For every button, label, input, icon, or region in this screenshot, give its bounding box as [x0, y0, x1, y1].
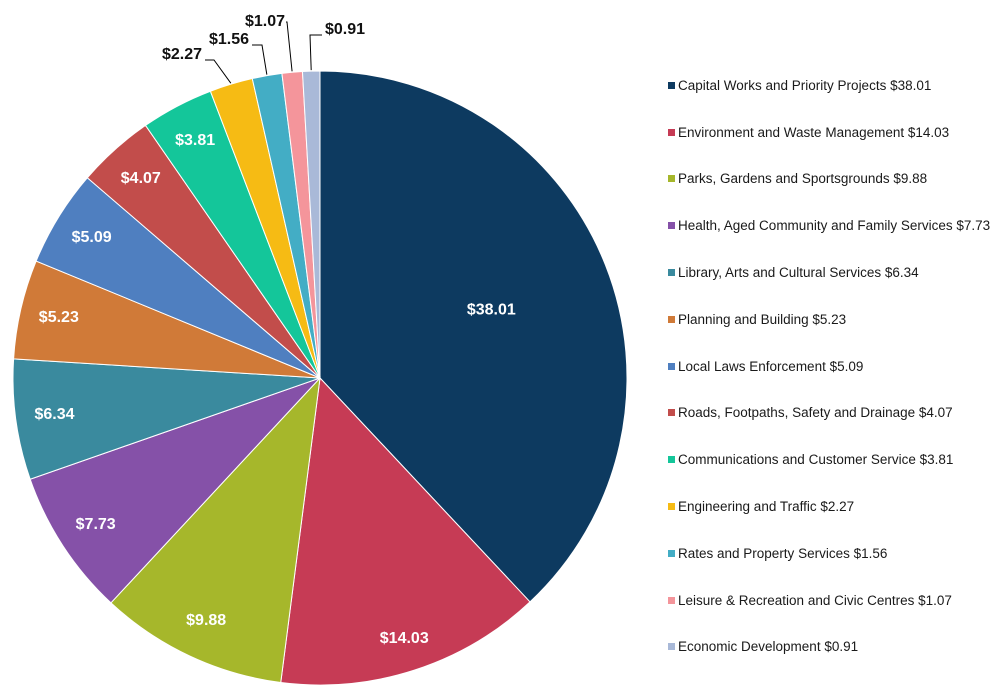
data-label: $0.91 [325, 21, 365, 38]
legend-label: Planning and Building $5.23 [678, 311, 847, 327]
data-label: $5.23 [39, 309, 79, 326]
leader-line [252, 44, 268, 75]
data-label: $7.73 [76, 516, 116, 533]
legend-swatch [668, 175, 675, 183]
data-label: $1.07 [245, 13, 285, 30]
legend-swatch [668, 81, 675, 89]
legend-label: Leisure & Recreation and Civic Centres $… [678, 592, 952, 608]
legend-label: Capital Works and Priority Projects $38.… [678, 77, 932, 93]
data-label: $3.81 [175, 132, 215, 149]
legend-swatch [668, 269, 675, 277]
legend-item: Environment and Waste Management $14.03 [668, 109, 1004, 156]
pie-chart: $38.01 $14.03 $9.88 $7.73 $6.34 $5.23 $5.09 $4.… [12, 13, 628, 686]
legend-label: Parks, Gardens and Sportsgrounds $9.88 [678, 171, 928, 187]
pie-slice-environment-and-waste-management [280, 376, 531, 686]
legend-item: Roads, Footpaths, Safety and Drainage $4… [668, 390, 1004, 437]
legend-swatch [668, 643, 675, 651]
legend-swatch [668, 503, 675, 511]
legend-label: Health, Aged Community and Family Servic… [678, 218, 991, 234]
leader-line [205, 59, 232, 84]
data-label: $6.34 [34, 406, 74, 423]
chart-legend: Capital Works and Priority Projects $38.… [668, 62, 1004, 670]
leader-line [286, 21, 293, 72]
pie-slice-capital-works-and-priority-projects [319, 70, 628, 603]
legend-item: Planning and Building $5.23 [668, 296, 1004, 343]
legend-swatch [668, 315, 675, 323]
legend-label: Environment and Waste Management $14.03 [678, 124, 950, 140]
legend-item: Health, Aged Community and Family Servic… [668, 202, 1004, 249]
legend-label: Local Laws Enforcement $5.09 [678, 358, 864, 374]
leader-line [309, 34, 322, 71]
data-label: $5.09 [72, 229, 112, 246]
pie-slice-economic-development [301, 70, 321, 379]
legend-label: Economic Development $0.91 [678, 639, 859, 655]
legend-swatch [668, 222, 675, 230]
data-label: $14.03 [380, 630, 429, 647]
pie-slice-health-aged-community-and-family-services [29, 377, 321, 604]
legend-swatch [668, 409, 675, 417]
legend-item: Leisure & Recreation and Civic Centres $… [668, 577, 1004, 624]
pie-slice-parks-gardens-and-sportsgrounds [110, 376, 321, 684]
legend-swatch [668, 456, 675, 464]
legend-swatch [668, 596, 675, 604]
data-label: $4.07 [121, 170, 161, 187]
legend-label: Communications and Customer Service $3.8… [678, 452, 954, 468]
data-label: $9.88 [186, 612, 226, 629]
legend-label: Engineering and Traffic $2.27 [678, 499, 855, 515]
legend-item: Communications and Customer Service $3.8… [668, 436, 1004, 483]
data-label: $2.27 [162, 46, 202, 63]
pie-slice-library-arts-and-cultural-services [12, 358, 321, 480]
legend-item: Engineering and Traffic $2.27 [668, 483, 1004, 530]
legend-label: Roads, Footpaths, Safety and Drainage $4… [678, 405, 953, 421]
legend-item: Library, Arts and Cultural Services $6.3… [668, 249, 1004, 296]
legend-item: Capital Works and Priority Projects $38.… [668, 62, 1004, 109]
legend-label: Library, Arts and Cultural Services $6.3… [678, 265, 919, 281]
data-label: $38.01 [467, 301, 516, 318]
data-label: $1.56 [209, 31, 249, 48]
legend-item: Parks, Gardens and Sportsgrounds $9.88 [668, 156, 1004, 203]
legend-item: Local Laws Enforcement $5.09 [668, 343, 1004, 390]
legend-swatch [668, 128, 675, 136]
legend-item: Rates and Property Services $1.56 [668, 530, 1004, 577]
legend-label: Rates and Property Services $1.56 [678, 545, 888, 561]
legend-item: Economic Development $0.91 [668, 624, 1004, 671]
legend-swatch [668, 362, 675, 370]
legend-swatch [668, 549, 675, 557]
